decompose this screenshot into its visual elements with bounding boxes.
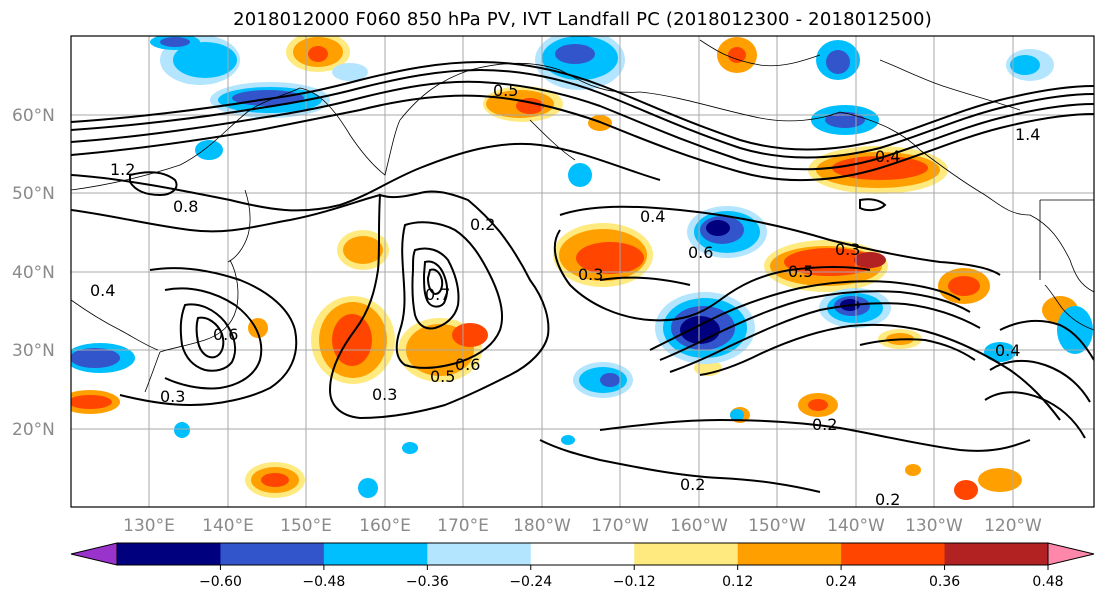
contour-label: 0.2 — [680, 475, 705, 494]
lat-label: 60°N — [12, 106, 55, 126]
lon-label: 160°W — [670, 516, 728, 536]
lon-label: 130°E — [123, 516, 175, 536]
colorbar-tick-label: 0.36 — [929, 574, 960, 590]
map-frame — [70, 35, 1095, 508]
contour-label: 0.2 — [812, 415, 837, 434]
colorbar-segment — [841, 543, 946, 565]
pv-shading — [71, 36, 1093, 500]
colorbar-tick-label: 0.24 — [826, 574, 857, 590]
lon-label: 140°W — [827, 516, 885, 536]
lat-label: 20°N — [12, 420, 55, 440]
contour-label: 0.3 — [372, 385, 397, 404]
lon-label: 180°W — [513, 516, 571, 536]
contour-label: 1.4 — [1015, 125, 1040, 144]
contour-label: 0.3 — [160, 387, 185, 406]
colorbar-segment — [220, 543, 325, 565]
lon-label: 140°E — [202, 516, 254, 536]
contour-label: 0.7 — [425, 285, 450, 304]
colorbar-segment — [427, 543, 532, 565]
lat-label: 50°N — [12, 184, 55, 204]
colorbar-segment — [323, 543, 428, 565]
contour-label: 0.5 — [788, 262, 813, 281]
contour-label: 0.8 — [173, 197, 198, 216]
contour-label: 0.6 — [455, 355, 480, 374]
contour-label: 0.5 — [493, 81, 518, 100]
colorbar-segment — [530, 543, 635, 565]
colorbar-segment — [737, 543, 842, 565]
lon-label: 120°W — [984, 516, 1042, 536]
lat-labels: 60°N 50°N 40°N 30°N 20°N — [12, 106, 55, 440]
colorbar-extend-low — [70, 542, 118, 566]
contour-label: 0.4 — [875, 147, 900, 166]
contour-labels: 0.2 0.4 0.3 0.3 0.3 0.8 1.2 0.4 0.6 0.5 … — [90, 81, 1040, 509]
colorbar-tick-label: 0.12 — [722, 574, 753, 590]
contour-label: 0.6 — [688, 243, 713, 262]
colorbar-extend-high — [1047, 542, 1095, 566]
contour-label: 0.4 — [995, 341, 1020, 360]
contour-label: 0.2 — [875, 490, 900, 509]
lat-label: 40°N — [12, 263, 55, 283]
colorbar-segments — [116, 542, 1049, 566]
contour-label: 0.5 — [430, 367, 455, 386]
map-title: 2018012000 F060 850 hPa PV, IVT Landfall… — [233, 9, 932, 30]
colorbar-tick-label: −0.24 — [509, 574, 552, 590]
contour-label: 0.4 — [640, 207, 665, 226]
contour-label: 0.3 — [578, 265, 603, 284]
colorbar-tick-label: −0.12 — [613, 574, 656, 590]
lat-label: 30°N — [12, 341, 55, 361]
lon-labels: 130°E 140°E 150°E 160°E 170°E 180°W 170°… — [123, 516, 1042, 536]
contour-label: 0.3 — [835, 240, 860, 259]
colorbar-tick-label: −0.36 — [406, 574, 449, 590]
colorbar-ticks: −0.60 −0.48 −0.36 −0.24 −0.12 0.12 0.24 0.36 0.4… — [199, 565, 1064, 590]
contour-label: 0.4 — [90, 281, 115, 300]
colorbar-tick-label: 0.48 — [1032, 574, 1063, 590]
lon-label: 170°W — [591, 516, 649, 536]
colorbar-segment — [944, 543, 1049, 565]
contour-label: 0.2 — [470, 215, 495, 234]
lon-label: 150°W — [748, 516, 806, 536]
colorbar: −0.60 −0.48 −0.36 −0.24 −0.12 0.12 0.24 0.36 0.4… — [70, 542, 1095, 590]
colorbar-segment — [634, 543, 739, 565]
colorbar-tick-label: −0.60 — [199, 574, 242, 590]
ivt-contours — [71, 60, 1094, 493]
colorbar-tick-label: −0.48 — [302, 574, 345, 590]
contour-label: 0.6 — [213, 325, 238, 344]
lon-label: 170°E — [437, 516, 489, 536]
lon-label: 130°W — [905, 516, 963, 536]
lon-label: 160°E — [359, 516, 411, 536]
colorbar-segment — [117, 543, 221, 565]
lon-label: 150°E — [280, 516, 332, 536]
contour-label: 1.2 — [110, 160, 135, 179]
